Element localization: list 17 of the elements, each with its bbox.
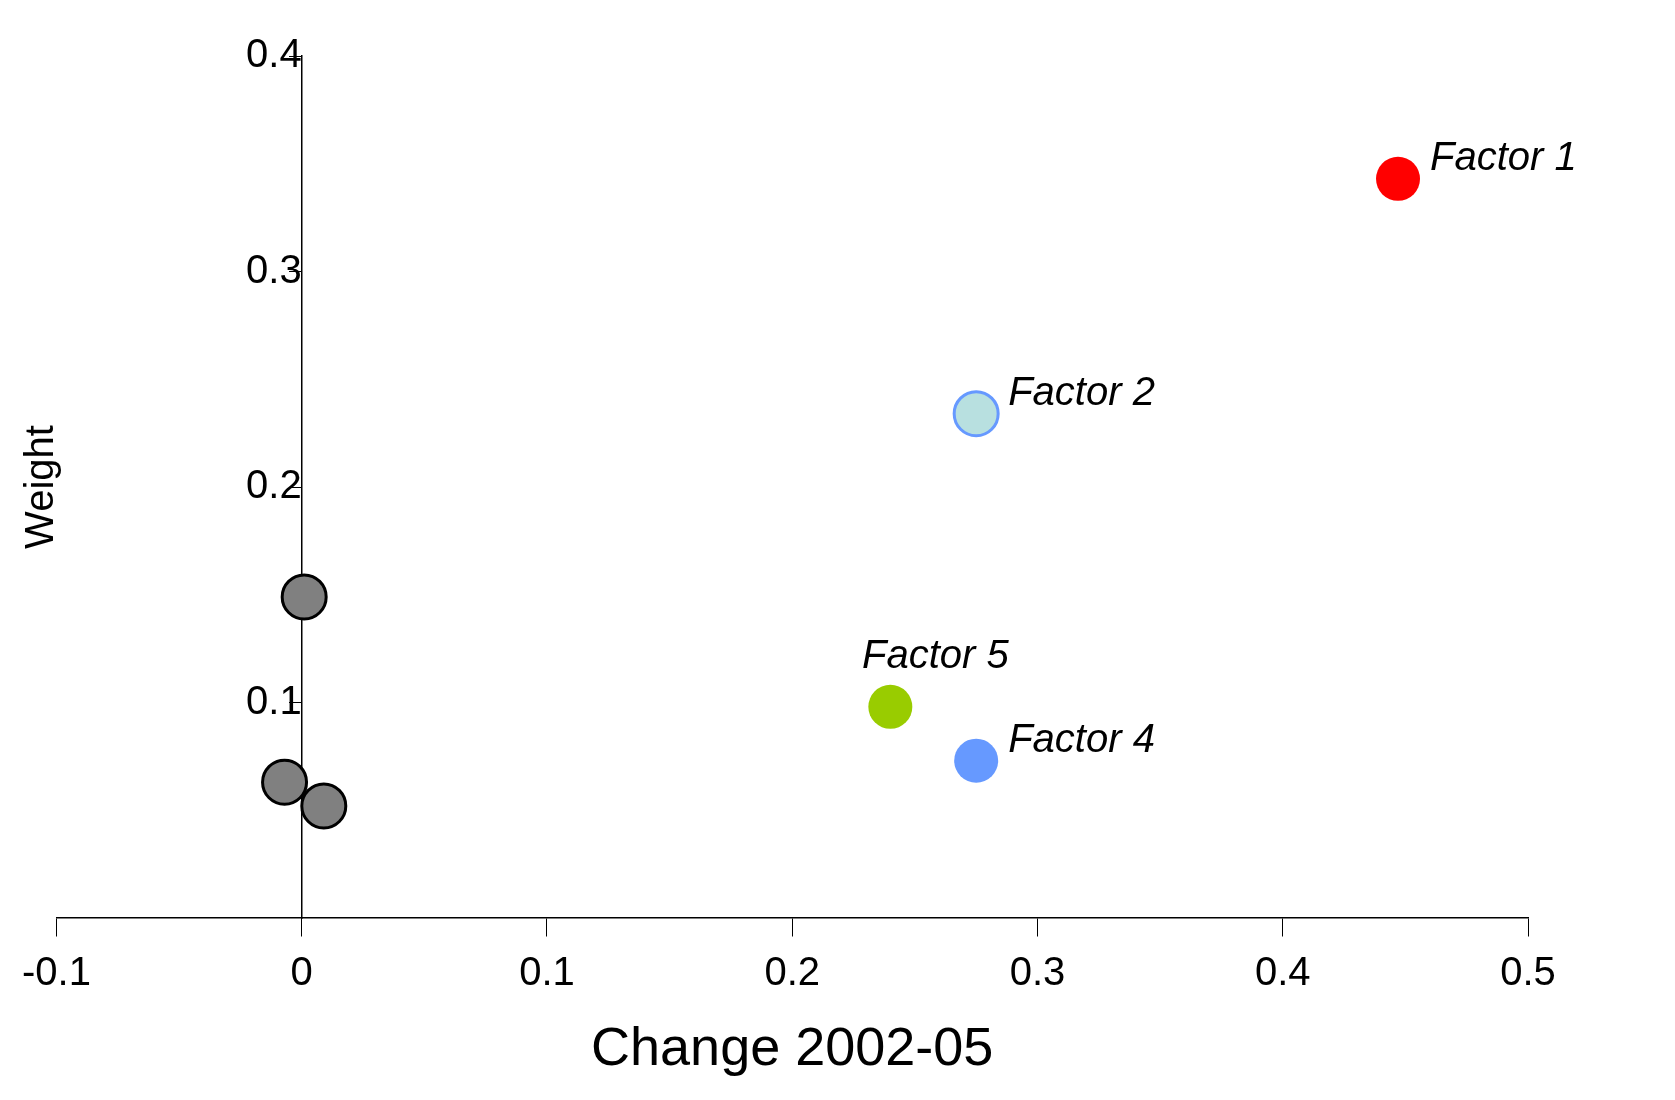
y-tick-label: 0.3 (246, 246, 302, 291)
x-axis-title: Change 2002-05 (591, 1015, 994, 1076)
y-tick-label: 0.1 (246, 677, 302, 722)
series-label: Factor 1 (1430, 133, 1577, 178)
series-label: Factor 4 (1008, 715, 1155, 760)
series-label: Factor 2 (1008, 368, 1155, 413)
x-tick-label: 0.4 (1254, 949, 1311, 994)
y-tick-label: 0.4 (246, 31, 302, 76)
x-tick-label: -0.1 (21, 949, 91, 994)
y-tick-label: 0.2 (246, 462, 302, 507)
x-tick-label: 0 (290, 949, 313, 994)
x-tick-label: 0.1 (519, 949, 575, 994)
series-label: Factor 5 (861, 631, 1010, 676)
y-axis-title: Weight (17, 425, 62, 549)
x-tick-label: 0.2 (764, 949, 821, 994)
x-tick-label: 0.5 (1500, 949, 1556, 994)
x-tick-label: 0.3 (1009, 949, 1066, 994)
